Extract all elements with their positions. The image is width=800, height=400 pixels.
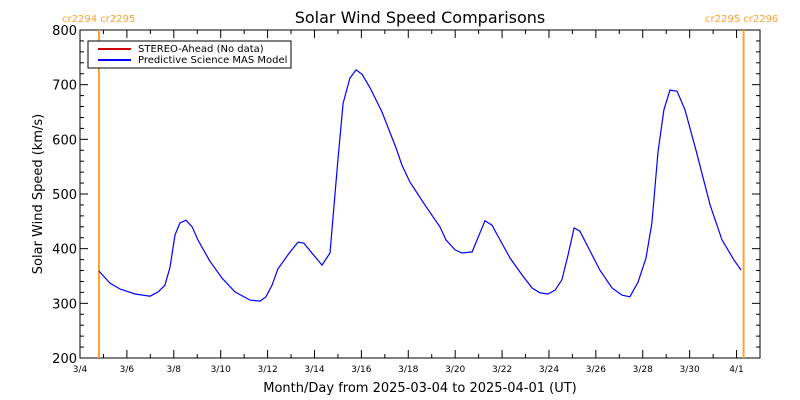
x-tick-label: 3/4 [73,365,88,375]
x-tick-label: 3/18 [398,365,418,375]
x-tick-label: 3/26 [586,365,606,375]
y-tick-label: 800 [52,24,77,39]
carrington-label-right: cr2295 cr2296 [705,14,778,25]
x-tick-label: 3/8 [167,365,182,375]
y-tick-label: 300 [52,297,77,312]
x-tick-label: 3/14 [304,365,324,375]
x-tick-label: 3/12 [257,365,277,375]
carrington-label-left: cr2294 cr2295 [62,14,135,25]
chart-title: Solar Wind Speed Comparisons [295,8,546,27]
x-tick-label: 3/6 [120,365,135,375]
x-tick-label: 3/24 [539,365,559,375]
legend-label-stereo: STEREO-Ahead (No data) [138,44,264,55]
x-tick-label: 3/20 [445,365,465,375]
x-tick-label: 3/10 [211,365,231,375]
y-tick-label: 500 [52,188,77,203]
y-tick-label: 200 [52,352,77,367]
y-axis-label: Solar Wind Speed (km/s) [31,114,46,274]
x-tick-label: 4/1 [729,365,743,375]
x-tick-label: 3/22 [492,365,512,375]
legend: STEREO-Ahead (No data) Predictive Scienc… [87,40,292,69]
y-tick-label: 400 [52,243,77,258]
legend-label-mas: Predictive Science MAS Model [138,55,287,66]
y-tick-label: 700 [52,79,77,94]
y-tick-label: 600 [52,133,77,148]
plot-frame [79,29,761,359]
x-tick-label: 3/16 [351,365,371,375]
series-line-mas-model [98,69,742,302]
x-tick-label: 3/30 [680,365,700,375]
x-axis-label: Month/Day from 2025-03-04 to 2025-04-01 … [263,381,576,396]
x-tick-label: 3/28 [633,365,653,375]
